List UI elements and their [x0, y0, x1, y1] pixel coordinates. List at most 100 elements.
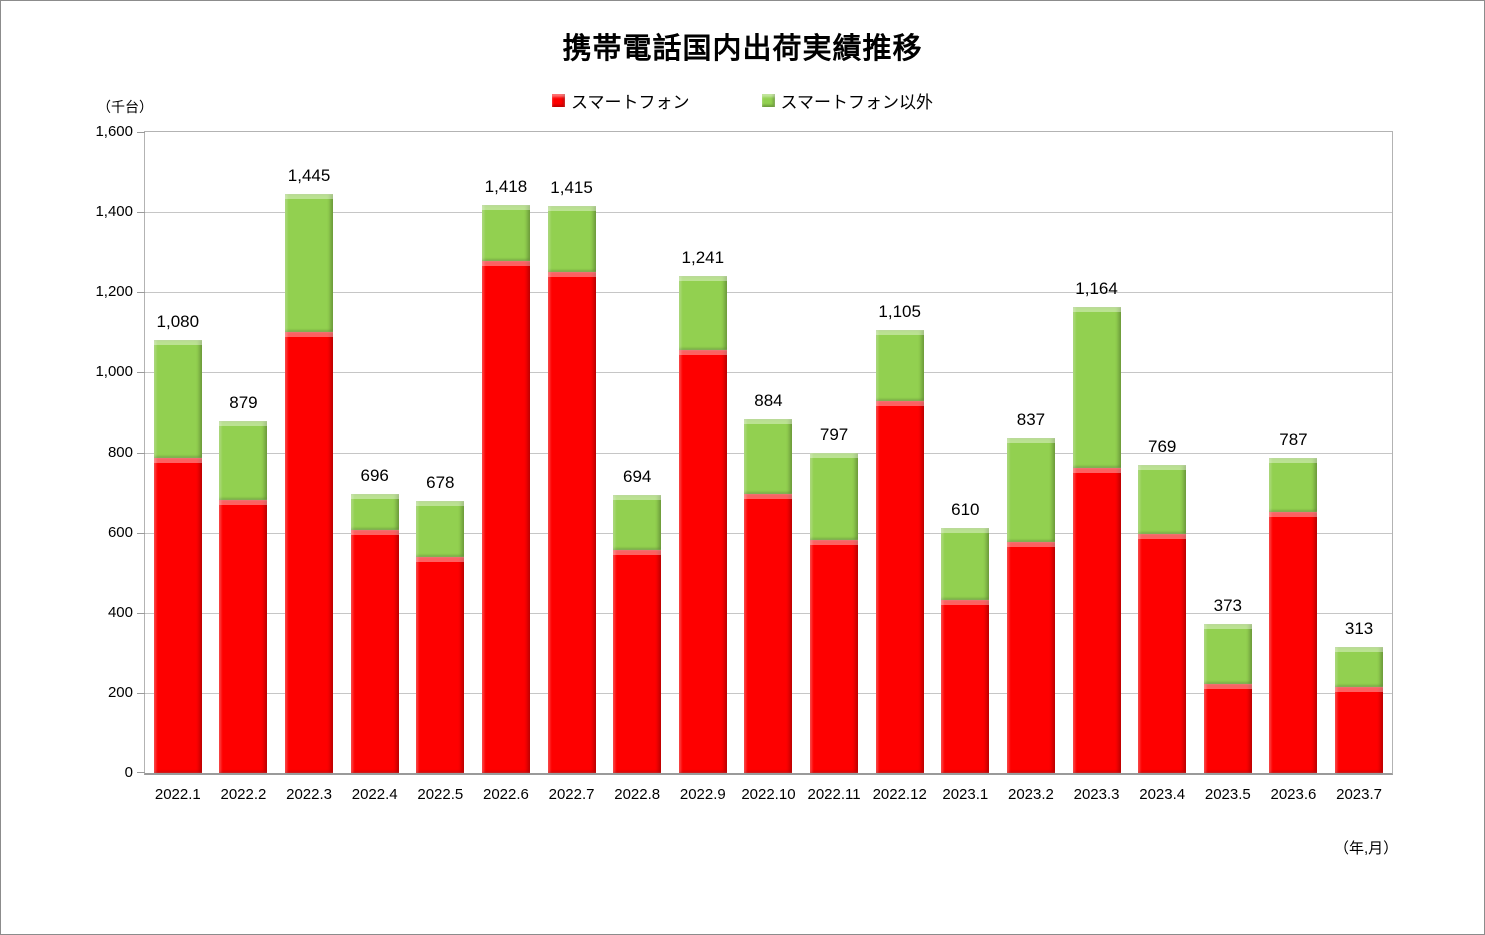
segment-smartphone: [285, 332, 334, 773]
segment-smartphone: [1006, 542, 1055, 773]
legend-item-non-smartphone: スマートフォン以外: [761, 88, 933, 113]
stacked-bar-2022.11: [810, 453, 859, 773]
segment-smartphone: [219, 500, 268, 773]
bar-total-label: 1,164: [1075, 279, 1118, 298]
bar-total-label: 884: [754, 391, 783, 410]
bar-slot-2022.8: 694 2022.8: [604, 132, 670, 803]
y-axis-tick: [137, 532, 145, 534]
x-tick-label: 2023.3: [1073, 786, 1120, 803]
stacked-bar-2022.6: [481, 205, 530, 773]
segment-smartphone: [810, 540, 859, 773]
legend-swatch-non-smartphone-icon: [761, 94, 775, 107]
bar-slot-2022.2: 879 2022.2: [211, 132, 277, 803]
x-tick-label: 2023.7: [1336, 786, 1382, 803]
bar-slot-2023.2: 837 2023.2: [998, 132, 1064, 803]
stacked-bar-2022.9: [678, 276, 727, 773]
bar-total-label: 696: [360, 466, 389, 485]
segment-non-smartphone: [875, 330, 924, 401]
segment-non-smartphone: [744, 419, 793, 494]
segment-smartphone: [1138, 534, 1187, 773]
bar-total-label: 879: [229, 393, 258, 412]
x-tick-label: 2023.1: [942, 786, 989, 803]
stacked-bar-2023.2: [1006, 438, 1055, 773]
y-axis-tick-label: 1,000: [95, 363, 133, 381]
bar-total-label: 678: [426, 473, 455, 492]
x-tick-label: 2022.4: [351, 786, 398, 803]
bar-total-label: 1,241: [681, 248, 725, 267]
stacked-bar-2023.7: [1335, 647, 1384, 773]
gridline-1400: [145, 212, 1392, 214]
y-axis-tick: [137, 212, 145, 214]
x-tick-label: 2022.3: [286, 786, 332, 803]
x-tick-label: 2022.10: [741, 786, 796, 803]
bar-slot-2023.4: 769 2023.4: [1129, 132, 1195, 803]
segment-non-smartphone: [1072, 307, 1121, 468]
segment-non-smartphone: [350, 494, 399, 530]
y-axis-tick: [137, 372, 145, 374]
bar-total-label: 373: [1213, 596, 1242, 615]
y-axis-tick: [137, 292, 145, 294]
segment-smartphone: [744, 494, 793, 773]
bars-container: 1,080 2022.1 879 2022.2 1,445 2022.3 696 2022.4…: [145, 132, 1392, 803]
y-axis-tick-label: 600: [107, 523, 133, 541]
gridline-1000: [145, 372, 1392, 374]
bar-total-label: 1,080: [156, 312, 200, 331]
stacked-bar-2022.2: [219, 421, 268, 773]
segment-smartphone: [941, 600, 990, 773]
bar-slot-2022.1: 1,080 2022.1: [145, 132, 211, 803]
bar-slot-2022.11: 797 2022.11: [801, 132, 867, 803]
segment-non-smartphone: [285, 194, 334, 332]
y-axis-unit-label: （千台）: [97, 99, 153, 115]
segment-smartphone: [1335, 687, 1384, 773]
segment-non-smartphone: [1006, 438, 1055, 542]
bar-total-label: 797: [819, 425, 849, 444]
segment-smartphone: [1072, 468, 1121, 773]
y-axis-tick-label: 1,400: [95, 203, 133, 221]
legend-swatch-smartphone-icon: [552, 94, 565, 107]
x-tick-label: 2022.12: [872, 786, 927, 803]
bar-total-label: 313: [1344, 619, 1374, 638]
bar-slot-2023.5: 373 2023.5: [1195, 132, 1261, 803]
y-axis-tick: [137, 612, 145, 614]
y-axis-tick-label: 1,200: [95, 283, 133, 301]
segment-smartphone: [1269, 512, 1318, 773]
bar-total-label: 1,415: [550, 178, 593, 197]
y-axis-tick-label: 400: [107, 603, 133, 621]
segment-smartphone: [481, 261, 530, 773]
bar-slot-2022.6: 1,418 2022.6: [473, 132, 539, 803]
bar-total-label: 787: [1279, 430, 1308, 449]
segment-smartphone: [153, 458, 202, 773]
legend: スマートフォン スマートフォン以外: [1, 88, 1484, 113]
x-tick-label: 2022.7: [548, 786, 595, 803]
y-axis-tick: [137, 692, 145, 694]
x-tick-label: 2022.11: [807, 786, 861, 803]
y-axis-tick-label: 1,600: [95, 123, 133, 140]
stacked-bar-2023.5: [1203, 624, 1252, 773]
y-axis-tick: [137, 452, 145, 454]
y-axis-tick-label: 0: [124, 764, 133, 781]
x-tick-label: 2022.8: [614, 786, 661, 803]
stacked-bar-2022.4: [350, 494, 399, 773]
y-axis-tick: [137, 772, 145, 773]
bar-total-label: 610: [951, 500, 980, 519]
segment-non-smartphone: [1335, 647, 1384, 687]
segment-smartphone: [1203, 684, 1252, 773]
bar-slot-2022.12: 1,105 2022.12: [867, 132, 933, 803]
stacked-bar-2023.3: [1072, 307, 1121, 773]
segment-non-smartphone: [153, 340, 202, 458]
x-tick-label: 2022.5: [417, 786, 464, 803]
bar-slot-2023.7: 313 2023.7: [1326, 132, 1392, 803]
x-tick-label: 2022.1: [154, 786, 201, 803]
legend-label-smartphone: スマートフォン: [571, 93, 690, 112]
bar-slot-2022.4: 696 2022.4: [342, 132, 408, 803]
segment-smartphone: [613, 550, 662, 773]
segment-smartphone: [678, 350, 727, 773]
segment-non-smartphone: [547, 206, 596, 272]
stacked-bar-2022.7: [547, 206, 596, 773]
segment-non-smartphone: [613, 495, 662, 550]
bar-total-label: 769: [1148, 437, 1177, 456]
segment-non-smartphone: [810, 453, 859, 540]
x-tick-label: 2022.2: [220, 786, 267, 803]
bar-slot-2022.9: 1,241 2022.9: [670, 132, 736, 803]
stacked-bar-2022.1: [153, 340, 202, 773]
